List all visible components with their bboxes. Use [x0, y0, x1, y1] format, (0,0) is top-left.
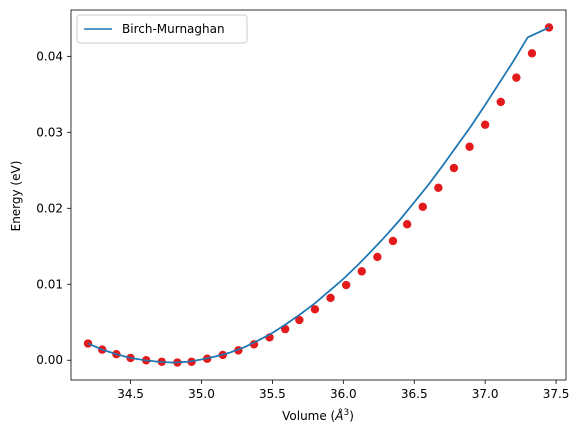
- data-point: [496, 97, 505, 107]
- x-tick-label: 35.5: [259, 387, 286, 401]
- y-tick-label: 0.00: [36, 353, 63, 367]
- legend-entry-birch-murnaghan: Birch-Murnaghan: [122, 22, 225, 36]
- y-tick-label: 0.02: [36, 201, 63, 215]
- data-point: [449, 163, 459, 173]
- data-point: [357, 267, 366, 276]
- data-point: [295, 315, 304, 325]
- x-axis: 34.5 35.0 35.5 36.0 36.5 37.0 37.5: [117, 380, 569, 401]
- data-point: [512, 73, 521, 82]
- data-point: [434, 183, 443, 192]
- x-axis-title-prefix: Volume (: [282, 409, 335, 423]
- y-axis: 0.00 0.01 0.02 0.03 0.04: [36, 49, 71, 367]
- y-tick-label: 0.04: [36, 49, 63, 63]
- legend: Birch-Murnaghan: [76, 14, 248, 44]
- data-point: [465, 142, 474, 151]
- data-point: [527, 49, 537, 58]
- data-point: [418, 202, 427, 211]
- x-tick-label: 37.5: [543, 387, 570, 401]
- plot-area: [70, 9, 567, 381]
- data-point: [280, 324, 290, 334]
- legend-frame: [76, 14, 248, 44]
- data-point: [310, 305, 320, 314]
- x-tick-label: 36.0: [330, 387, 357, 401]
- data-point: [83, 339, 93, 348]
- data-point: [402, 220, 412, 229]
- x-tick-label: 37.0: [472, 387, 499, 401]
- data-point: [341, 280, 351, 290]
- axes-frame: [70, 9, 567, 381]
- series-line-overlay: [87, 26, 550, 364]
- x-axis-title: Volume (Å3): [282, 408, 354, 423]
- data-point: [326, 293, 335, 303]
- y-tick-label: 0.01: [36, 277, 63, 291]
- x-tick-label: 34.5: [117, 387, 144, 401]
- x-tick-label: 35.0: [188, 387, 215, 401]
- x-axis-title-exponent: 3: [343, 408, 349, 418]
- x-axis-title-symbol: Å: [334, 408, 343, 423]
- x-axis-title-suffix: ): [349, 409, 354, 423]
- data-point: [480, 120, 490, 129]
- data-point: [388, 236, 398, 246]
- y-axis-title: Energy (eV): [9, 161, 23, 232]
- data-point: [373, 252, 382, 262]
- x-tick-label: 36.5: [401, 387, 428, 401]
- y-tick-label: 0.03: [36, 125, 63, 139]
